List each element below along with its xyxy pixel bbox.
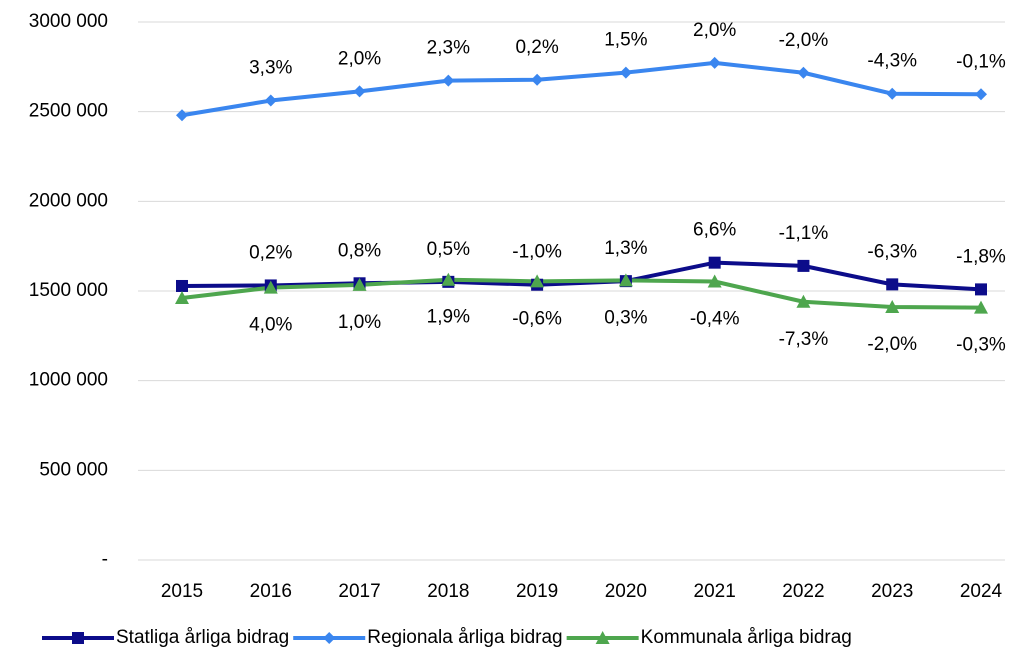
x-tick-label: 2016 (250, 581, 292, 602)
x-tick-label: 2022 (782, 581, 824, 602)
data-point (796, 294, 811, 308)
data-label: -1,1% (779, 223, 829, 244)
data-label: 0,5% (427, 239, 470, 260)
y-tick-label: - (102, 549, 108, 570)
data-label: 4,0% (249, 315, 292, 336)
data-label: -1,8% (956, 246, 1006, 267)
data-point (797, 259, 810, 272)
data-label: -0,4% (690, 309, 740, 330)
y-tick-label: 1000 000 (29, 370, 108, 391)
data-point (975, 88, 987, 101)
data-point (530, 274, 545, 288)
series-line (181, 60, 982, 118)
data-label: -7,3% (779, 329, 829, 350)
data-point (885, 299, 900, 313)
data-point (263, 280, 278, 294)
y-tick-label: 2500 000 (29, 101, 108, 122)
data-label: 1,0% (338, 312, 381, 333)
data-label: 2,0% (338, 48, 381, 69)
data-point (619, 66, 632, 79)
data-label: 2,0% (693, 20, 736, 41)
data-point (176, 279, 188, 292)
y-tick-label: 1500 000 (29, 280, 108, 301)
data-point (707, 274, 722, 288)
x-tick-label: 2015 (161, 581, 203, 602)
data-point (886, 87, 899, 100)
data-point (886, 278, 899, 291)
x-tick-label: 2019 (516, 581, 558, 602)
legend-label: Regionala årliga bidrag (367, 627, 562, 648)
x-tick-label: 2024 (960, 581, 1003, 602)
data-label: -4,3% (867, 51, 917, 72)
legend-label: Kommunala årliga bidrag (641, 627, 852, 648)
data-label: 1,3% (604, 238, 647, 259)
legend-label: Statliga årliga bidrag (116, 627, 289, 648)
data-label: -0,1% (956, 51, 1006, 72)
x-tick-label: 2020 (605, 581, 647, 602)
legend-marker (595, 631, 610, 644)
data-label: 0,2% (249, 242, 292, 263)
data-point (797, 66, 810, 79)
data-label: -2,0% (867, 334, 917, 355)
data-point (264, 94, 277, 107)
data-label: 1,9% (427, 307, 470, 328)
data-label: 0,3% (604, 307, 647, 328)
data-label: 0,8% (338, 240, 381, 261)
y-tick-label: 3000 000 (29, 11, 108, 32)
y-tick-label: 2000 000 (29, 190, 108, 211)
data-point (176, 109, 188, 122)
data-point (708, 256, 721, 269)
data-point (441, 272, 456, 286)
data-label: 6,6% (693, 220, 736, 241)
data-label: 2,3% (427, 38, 470, 59)
x-tick-label: 2023 (871, 581, 913, 602)
data-point (531, 73, 544, 86)
series-line (181, 277, 982, 310)
x-tick-label: 2021 (694, 581, 736, 602)
data-label: 3,3% (249, 58, 292, 79)
legend-marker (72, 632, 84, 644)
data-label: 1,5% (604, 30, 647, 51)
data-point (618, 273, 633, 287)
data-point (975, 283, 987, 296)
data-label: -0,6% (512, 308, 562, 329)
data-label: -1,0% (512, 242, 562, 263)
data-point (442, 74, 455, 87)
data-point (175, 290, 189, 304)
legend-marker (323, 632, 336, 644)
data-label: 0,2% (515, 37, 558, 58)
y-tick-label: 500 000 (39, 459, 108, 480)
data-point (352, 277, 367, 291)
data-point (974, 300, 988, 314)
x-tick-label: 2018 (427, 581, 469, 602)
x-tick-label: 2017 (338, 581, 380, 602)
data-label: -2,0% (779, 30, 829, 51)
data-label: -0,3% (956, 335, 1006, 356)
data-label: -6,3% (867, 241, 917, 262)
data-point (708, 56, 721, 69)
data-point (353, 85, 366, 98)
